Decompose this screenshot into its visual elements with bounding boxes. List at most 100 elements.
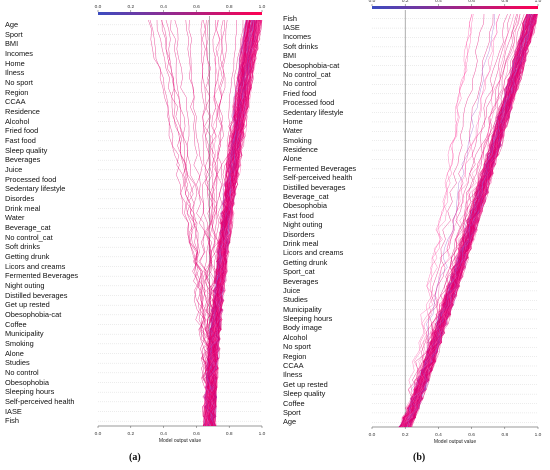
decision-path [403,13,508,428]
x-tick-label: 0.8 [501,432,508,438]
feature-label: Sport [283,407,301,417]
feature-label: Licors and creams [283,248,344,258]
top-tick-label: 0.0 [369,0,376,4]
feature-label: IASE [283,23,300,33]
x-tick-label: 0.6 [193,431,200,437]
colorbar [372,6,538,9]
decision-path [203,19,220,427]
decision-paths [148,19,263,427]
decision-path [205,19,255,427]
top-tick-label: 0.8 [501,0,508,4]
top-tick-label: 0.0 [95,4,102,10]
feature-label: Sleeping hours [5,387,55,397]
decision-path [401,13,473,428]
top-tick-label: 0.6 [468,0,475,4]
decision-path [209,19,261,427]
top-tick-label: 0.6 [193,4,200,10]
decision-path [408,13,494,428]
x-tick-label: 1.0 [259,431,266,437]
decision-path [207,19,244,427]
feature-label: Processed food [5,174,57,184]
top-tick-label: 0.2 [402,0,409,4]
decision-path [407,13,529,428]
x-tick-label: 0.2 [402,432,409,438]
top-tick-label: 0.4 [160,4,167,10]
decision-paths [398,13,539,428]
panel-label-a: (a) [129,452,141,463]
decision-path [206,19,248,427]
feature-label: Municipality [283,304,322,314]
feature-label: BMI [283,51,297,61]
feature-label: Obesophobia [283,201,327,211]
panel-a: Age Sport BMI Incomes Home Ilness No sport Regi… [5,4,266,463]
feature-label: Obesophobia-cat [5,309,62,319]
feature-label: Region [283,351,307,361]
decision-path [205,19,262,427]
feature-label: Obesophobia [5,377,49,387]
x-tick-label: 0.6 [468,432,475,438]
feature-label: Water [5,213,25,223]
decision-plot-b: 0.0 0.2 0.4 0.6 0.8 1.0 0.0 0.2 0.4 0.6 0.8 1.0 Mode… [369,0,542,445]
decision-path [204,19,215,427]
feature-label: Region [5,87,29,97]
feature-label: Juice [283,285,301,295]
feature-label: Incomes [283,32,311,42]
feature-label: Ilness [283,370,303,380]
x-tick-label: 1.0 [535,432,542,438]
feature-label: Smoking [5,338,34,348]
feature-label: Incomes [5,48,33,58]
feature-label: Coffee [5,319,27,329]
decision-path [161,19,211,427]
decision-path [401,13,521,428]
decision-path [148,19,213,427]
x-tick-label: 0.0 [369,432,376,438]
feature-label: Distilled beverages [5,290,68,300]
feature-label: Getting drunk [5,251,50,261]
decision-path [203,19,256,427]
decision-path [404,13,517,428]
feature-label: Home [283,116,303,126]
feature-label: No control_cat [5,232,53,242]
feature-label: Fried food [283,88,317,98]
decision-path [399,13,532,428]
feature-label: Alone [5,348,24,358]
feature-label: Sleeping hours [283,314,333,324]
decision-path [398,13,534,428]
panel-label-b: (b) [413,452,426,463]
feature-label: Body image [283,323,323,333]
feature-label: Fish [283,13,297,23]
decision-path [406,13,474,428]
decision-path [399,13,532,428]
decision-path [149,19,213,427]
feature-label: Juice [5,164,23,174]
feature-label: Distilled beverages [283,182,346,192]
feature-label: Residence [5,106,40,116]
feature-label: Licors and creams [5,261,66,271]
feature-label: No control_cat [283,70,331,79]
feature-label: IASE [5,406,22,416]
feature-label: Age [5,19,19,29]
feature-label: Sleep quality [283,389,326,399]
top-tick-label: 0.4 [435,0,442,4]
feature-label: Self-perceived health [5,396,75,406]
feature-label: Getting drunk [283,257,328,267]
panel-b: Fish IASE Incomes Soft drinks BMI Obesophobia… [275,0,550,470]
feature-label: Age [283,417,297,427]
top-tick-label: 1.0 [259,4,266,10]
feature-label: Sport [5,29,23,39]
x-axis-label: Model output value [434,439,476,445]
top-tick-label: 1.0 [535,0,542,4]
decision-path [200,19,214,427]
feature-label: Night outing [283,220,323,230]
decision-path [206,19,255,427]
feature-label: Self-perceived health [283,173,353,183]
feature-label: Residence [283,145,318,155]
feature-label: CCAA [283,360,304,370]
x-tick-label: 0.0 [95,431,102,437]
x-axis-label: Model output value [159,438,201,444]
feature-label: No control [283,79,317,89]
decision-path [165,19,212,427]
feature-label: No sport [5,77,33,87]
feature-label: Get up rested [5,300,50,310]
feature-label: Studies [5,358,30,368]
